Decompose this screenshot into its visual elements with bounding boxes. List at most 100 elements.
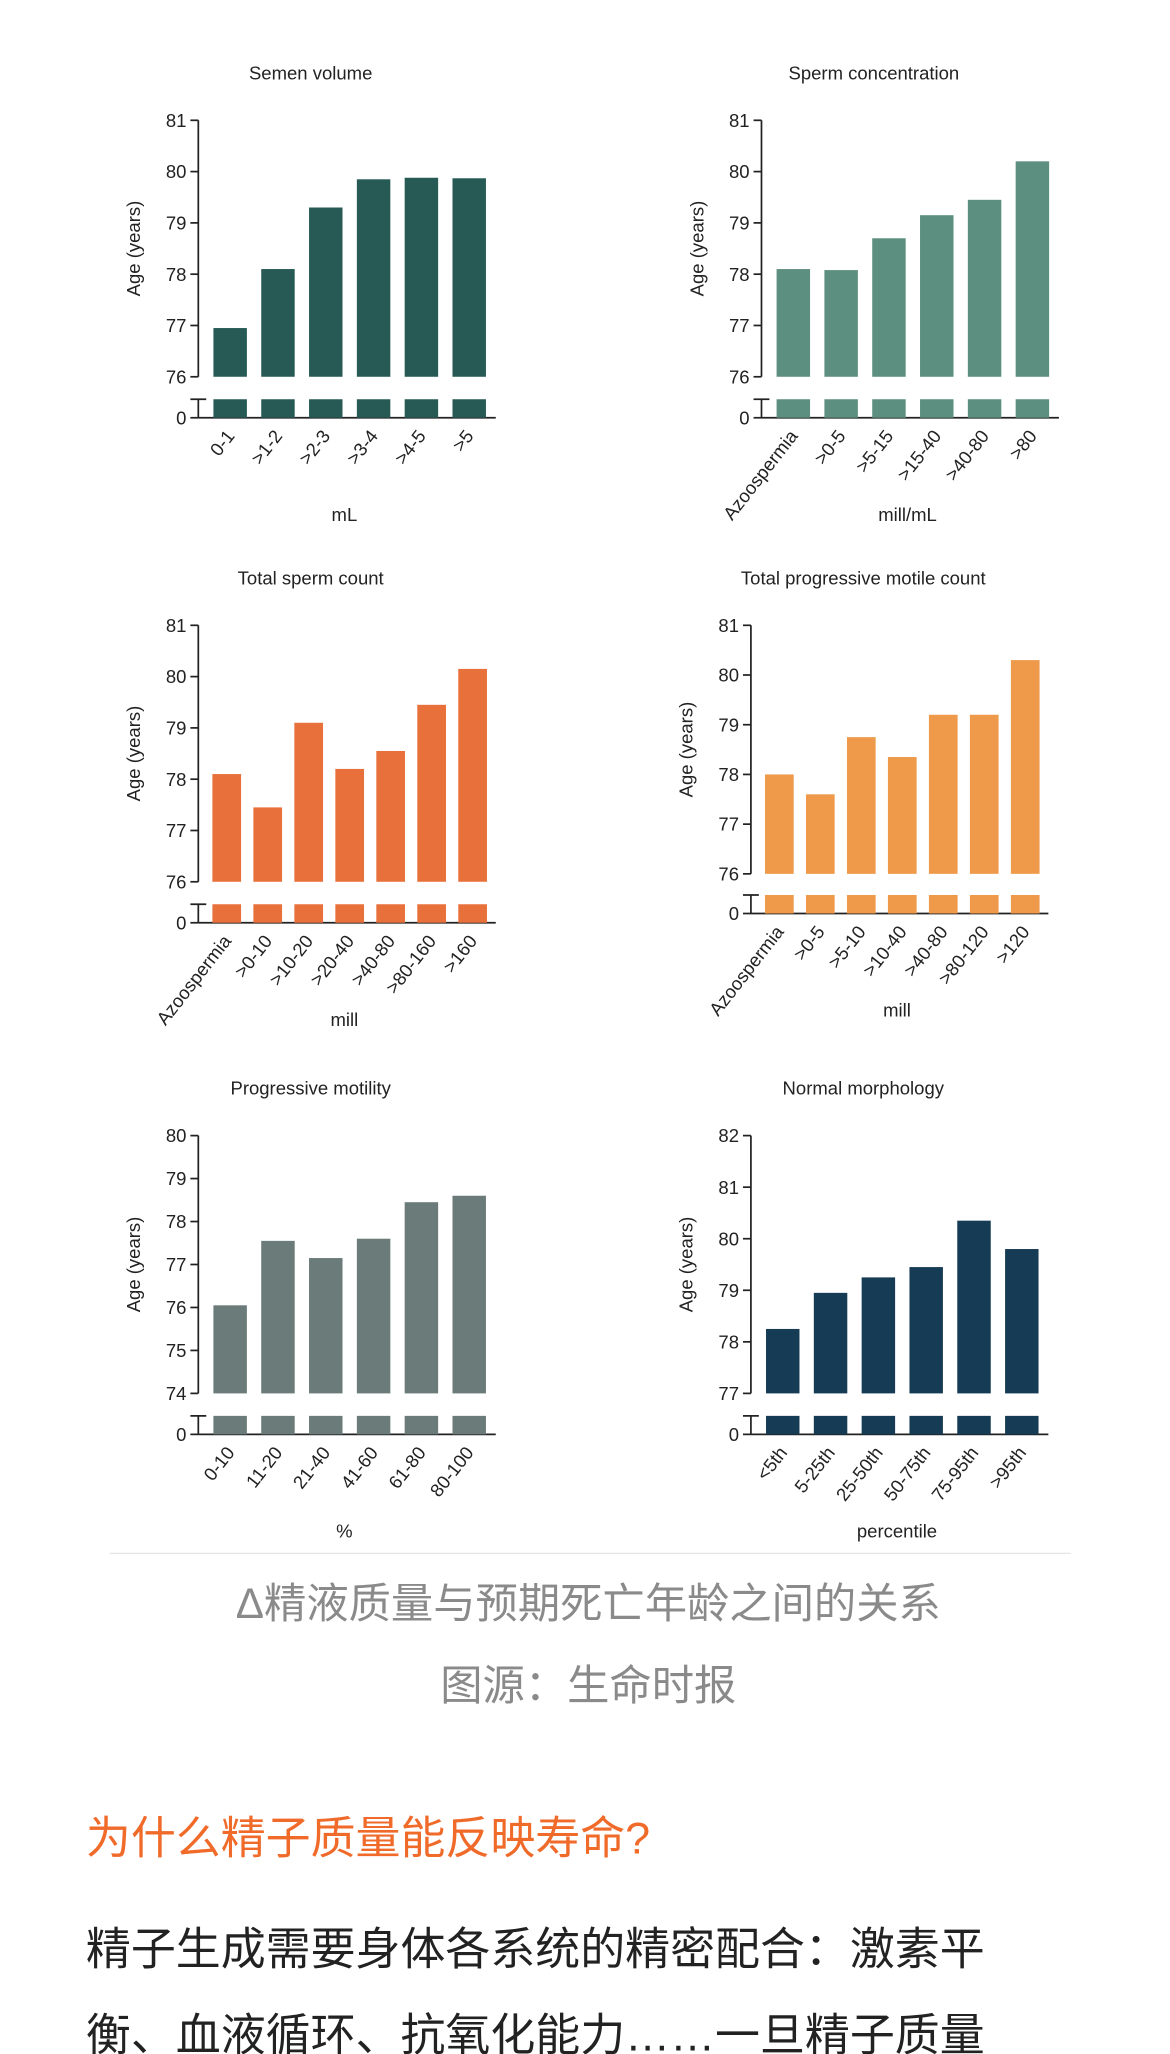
y-axis-label: Age (years) [123, 201, 144, 297]
bar-stub [212, 904, 242, 923]
bar [404, 177, 439, 377]
x-tick-label: >0-5 [789, 922, 829, 965]
x-tick-label: 5-25th [790, 1442, 839, 1496]
y-tick-label: 77 [729, 315, 750, 336]
y-axis-label: Age (years) [686, 201, 707, 297]
y-tick-label: 76 [166, 871, 187, 892]
bar-stub [309, 1415, 343, 1435]
bar-stub [957, 1415, 991, 1435]
y-tick-label: 0 [729, 1424, 739, 1445]
y-tick-label: 82 [718, 1125, 739, 1146]
y-tick-label: 76 [729, 366, 750, 387]
bar-stub [928, 894, 958, 914]
x-tick-label: >0-5 [810, 426, 850, 469]
bar [1010, 660, 1040, 874]
bar [452, 178, 486, 377]
y-tick-label: 78 [729, 264, 750, 285]
bar-stub [452, 399, 486, 418]
y-tick-label: 0 [739, 407, 749, 428]
bar [417, 704, 446, 882]
bar-stub [1015, 399, 1050, 418]
bar-stub [872, 399, 906, 418]
bar [458, 668, 487, 882]
bar-stub [766, 1415, 800, 1435]
x-axis-label: mL [332, 504, 358, 525]
y-tick-label: 81 [166, 110, 187, 131]
x-tick-label: 25-50th [832, 1442, 887, 1504]
bar-stub [846, 894, 876, 914]
y-tick-label: 79 [166, 1168, 187, 1189]
x-tick-label: >160 [439, 931, 481, 977]
y-axis-label: Age (years) [676, 702, 697, 798]
y-tick-label: 0 [176, 407, 186, 428]
bar [957, 1220, 991, 1394]
bar-stub [1010, 894, 1040, 914]
y-tick-label: 74 [166, 1383, 187, 1404]
y-tick-label: 79 [166, 718, 187, 739]
x-tick-label: >2-3 [295, 426, 335, 469]
x-tick-label: 11-20 [242, 1442, 287, 1491]
bar [1015, 161, 1050, 377]
bar-stub [920, 399, 954, 418]
y-tick-label: 78 [166, 1211, 187, 1232]
bar-stub [813, 1415, 848, 1435]
y-tick-label: 76 [166, 366, 187, 387]
y-tick-label: 0 [176, 1424, 186, 1445]
x-tick-label: 75-95th [927, 1442, 982, 1504]
x-tick-label: >4-5 [390, 426, 430, 469]
bar [776, 269, 811, 377]
x-tick-label: 61-80 [384, 1442, 430, 1492]
bar [824, 270, 858, 377]
bar-stub [764, 894, 794, 914]
y-tick-label: 79 [718, 1280, 739, 1301]
bar-stub [335, 904, 365, 923]
bar [887, 757, 917, 874]
paragraph-line: 精子生成需要身体各系统的精密配合：激素平 [86, 1924, 985, 1975]
x-tick-label: 21-40 [289, 1442, 335, 1492]
y-tick-label: 76 [718, 863, 739, 884]
y-tick-label: 78 [166, 769, 187, 790]
y-tick-label: 78 [718, 764, 739, 785]
bar [261, 1240, 295, 1394]
x-axis-label: mill/mL [878, 504, 937, 525]
bar [928, 714, 958, 874]
bar [846, 737, 876, 874]
chart-title: Sperm concentration [789, 62, 960, 83]
y-tick-label: 77 [718, 814, 739, 835]
x-tick-label: >5-15 [851, 426, 897, 477]
y-tick-label: 80 [166, 1125, 187, 1146]
bar [261, 269, 295, 377]
source: 图源：生命时报 [440, 1662, 736, 1709]
bar [909, 1267, 943, 1394]
y-tick-label: 77 [166, 1254, 187, 1275]
x-axis-label: % [336, 1520, 352, 1541]
y-tick-label: 77 [166, 315, 187, 336]
x-tick-label: Azoospermia [152, 930, 235, 1029]
bar-stub [261, 399, 295, 418]
y-tick-label: 78 [718, 1331, 739, 1352]
bar-stub [356, 399, 391, 418]
bar [253, 807, 283, 882]
y-tick-label: 81 [718, 1177, 739, 1198]
y-tick-label: 76 [166, 1297, 187, 1318]
x-axis-label: mill [331, 1009, 359, 1030]
chart-title: Total sperm count [238, 567, 384, 588]
y-tick-label: 80 [718, 665, 739, 686]
bar [335, 768, 365, 882]
bar [1005, 1249, 1039, 1394]
y-tick-label: 80 [729, 161, 750, 182]
y-tick-label: 0 [729, 903, 739, 924]
x-tick-label: >1-2 [247, 426, 287, 469]
x-tick-label: <5th [752, 1442, 791, 1484]
x-tick-label: 0-1 [206, 426, 239, 460]
chart-title: Semen volume [249, 62, 372, 83]
bar-stub [404, 399, 439, 418]
x-tick-label: 80-100 [426, 1442, 478, 1500]
x-tick-label: Azoospermia [705, 921, 788, 1020]
paragraph-line: 衡、血液循环、抗氧化能力……一旦精子质量 [86, 2009, 985, 2054]
y-tick-label: 81 [166, 615, 187, 636]
y-axis-label: Age (years) [676, 1217, 697, 1313]
bar [813, 1292, 848, 1394]
bar [294, 722, 324, 882]
